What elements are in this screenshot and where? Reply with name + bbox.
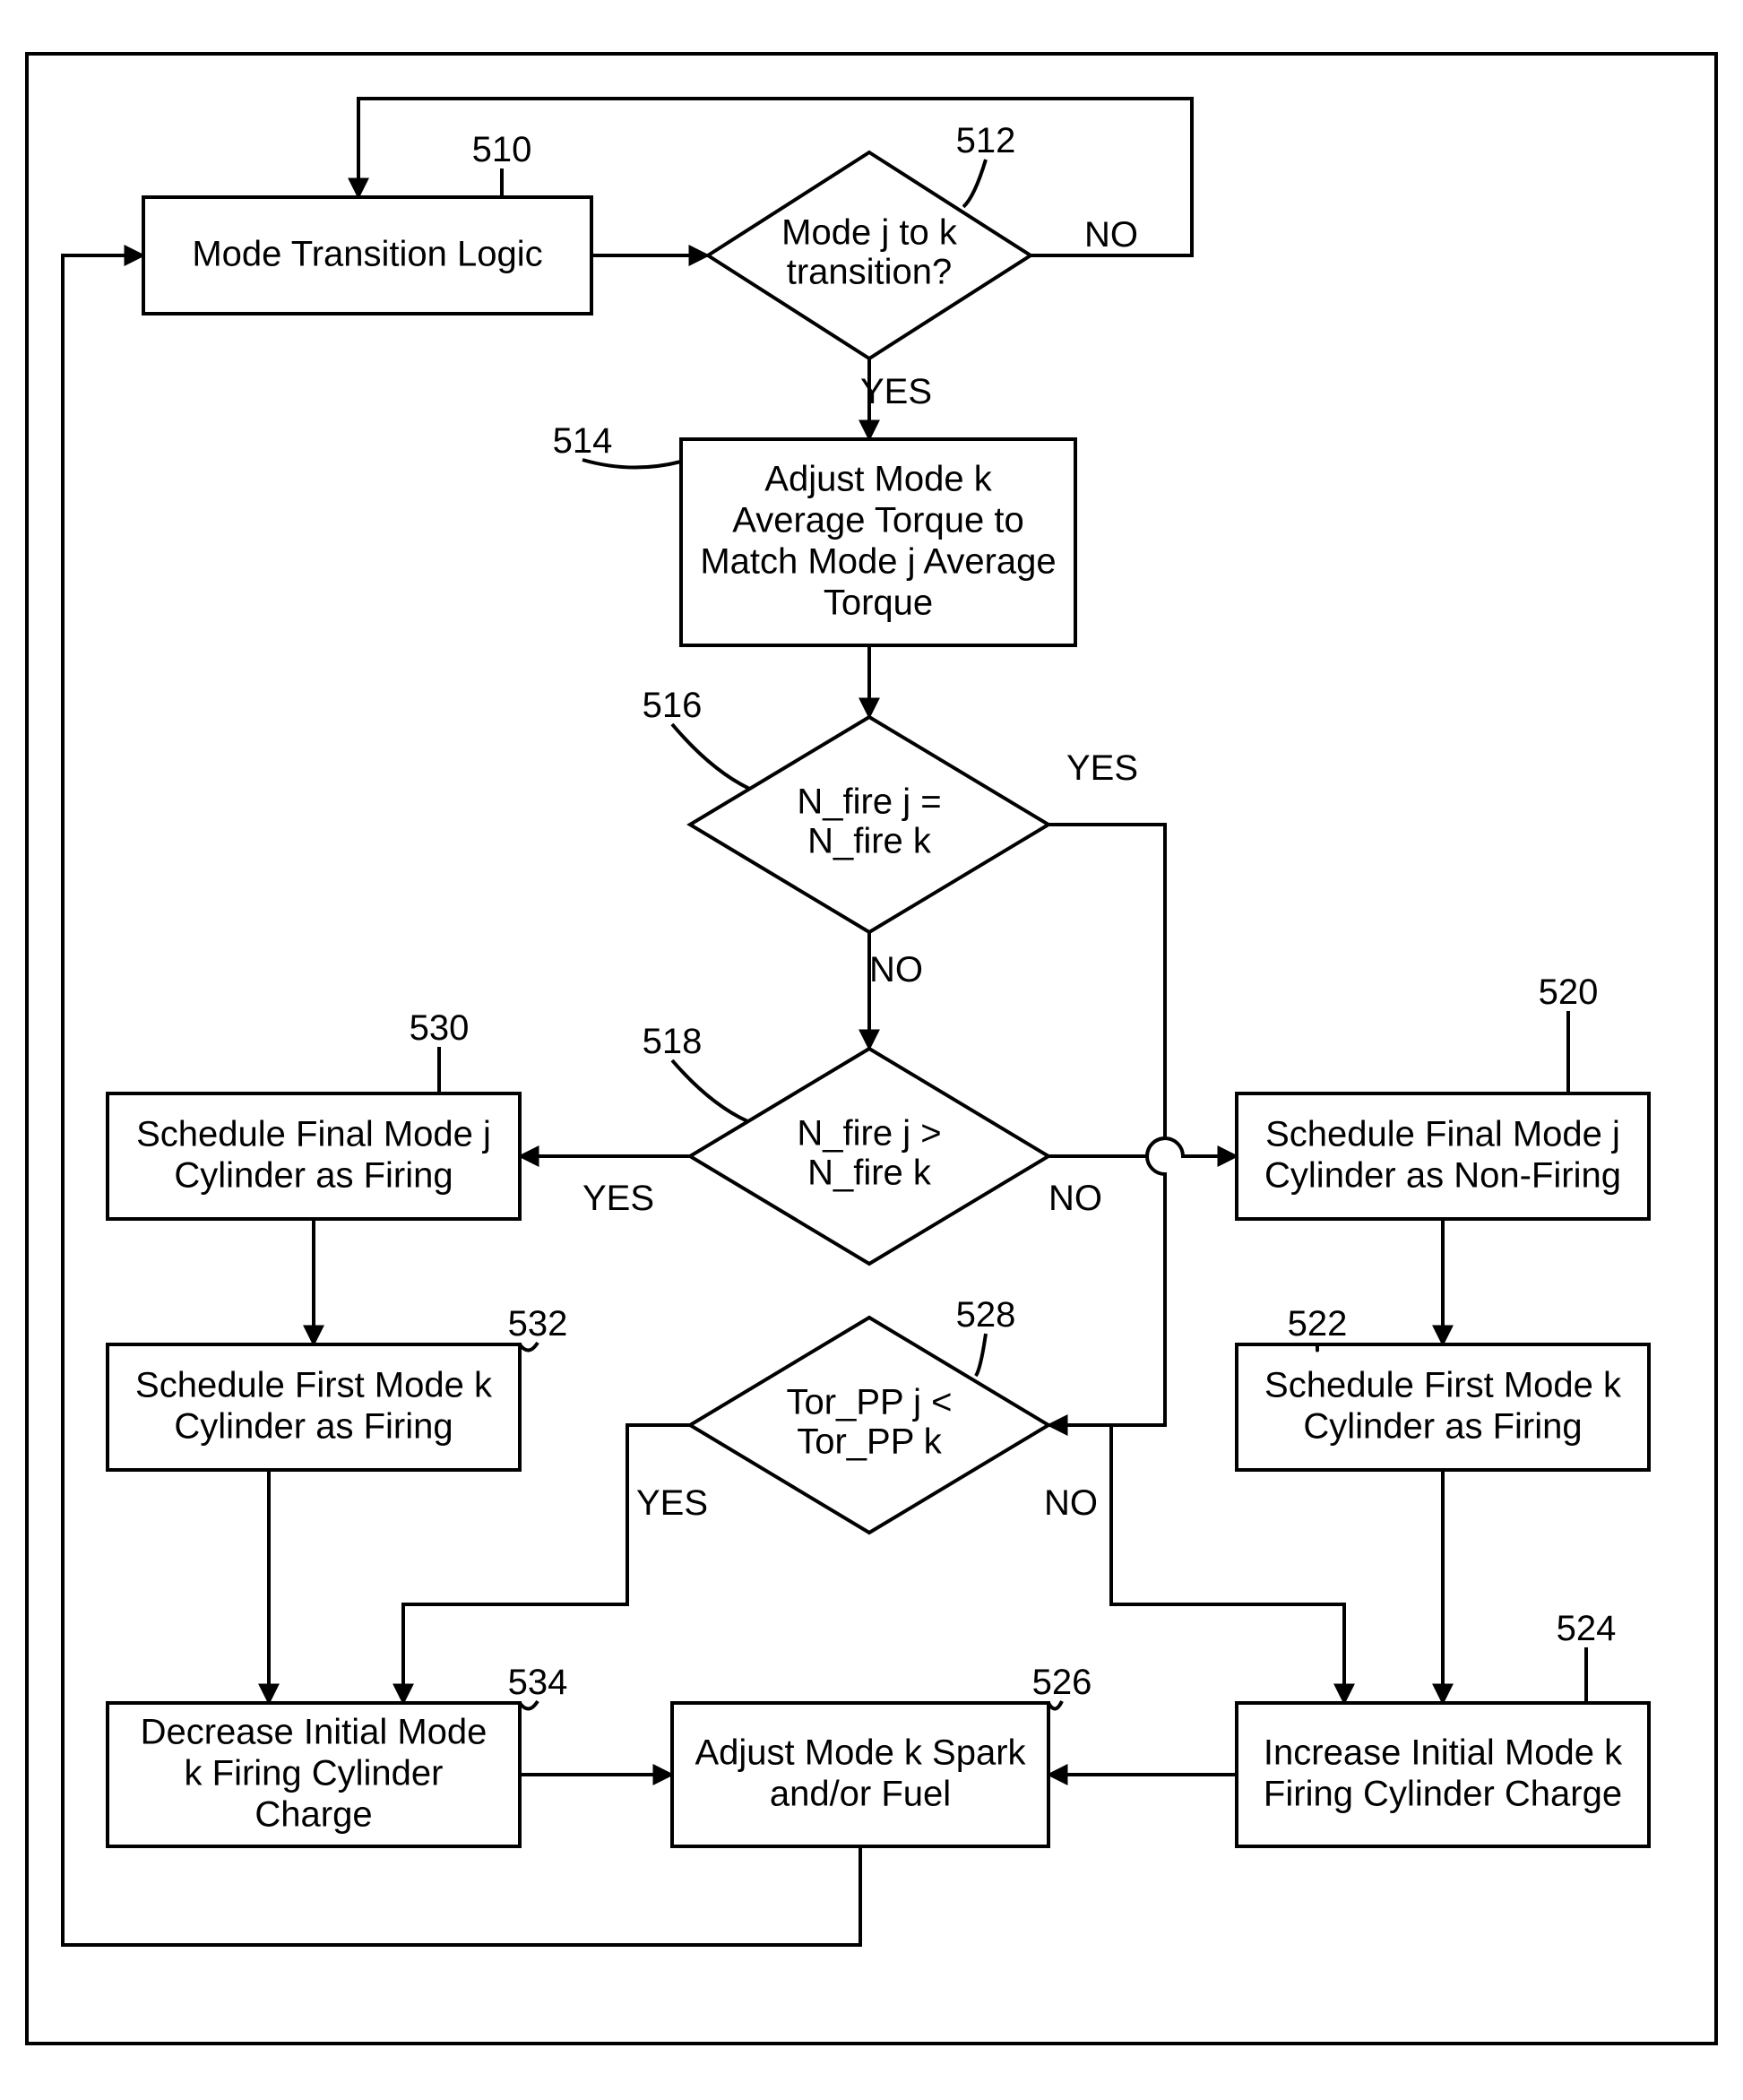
- node-text: N_fire j =: [797, 782, 941, 822]
- node-text: Average Torque to: [732, 501, 1023, 540]
- ref-label: 530: [410, 1008, 470, 1048]
- node-text: k Firing Cylinder: [185, 1754, 444, 1793]
- ref-label: 526: [1032, 1663, 1092, 1702]
- node-text: Schedule First Mode k: [1264, 1366, 1622, 1405]
- edge-label: NO: [1048, 1179, 1102, 1218]
- node-text: Mode j to k: [781, 213, 958, 253]
- ref-label: 514: [553, 421, 613, 461]
- node-text: Adjust Mode k: [764, 460, 992, 499]
- node-text: Cylinder as Firing: [1303, 1407, 1582, 1447]
- edge-label: YES: [1066, 748, 1138, 788]
- node-text: N_fire k: [807, 822, 932, 861]
- ref-label: 532: [508, 1304, 568, 1344]
- node-text: Decrease Initial Mode: [141, 1713, 488, 1752]
- node-text: Schedule Final Mode j: [136, 1115, 491, 1154]
- node-text: N_fire j >: [797, 1114, 941, 1154]
- node-text: Schedule First Mode k: [135, 1366, 493, 1405]
- ref-label: 524: [1557, 1609, 1617, 1648]
- edge-label: YES: [636, 1483, 708, 1523]
- node-text: transition?: [787, 253, 953, 292]
- ref-label: 520: [1539, 972, 1599, 1012]
- edge-label: YES: [860, 372, 932, 411]
- node-text: Cylinder as Non-Firing: [1264, 1156, 1621, 1196]
- ref-label: 510: [472, 130, 532, 169]
- node-text: Increase Initial Mode k: [1264, 1733, 1623, 1773]
- node-text: Tor_PP j <: [787, 1383, 953, 1422]
- node-text: Mode Transition Logic: [192, 235, 542, 274]
- node-text: Torque: [824, 583, 933, 623]
- edge-label: NO: [869, 950, 923, 990]
- node-text: Schedule Final Mode j: [1265, 1115, 1620, 1154]
- node-text: Tor_PP k: [797, 1422, 943, 1462]
- ref-label: 528: [956, 1295, 1016, 1335]
- node-text: Adjust Mode k Spark: [695, 1733, 1026, 1773]
- node-text: Cylinder as Firing: [174, 1156, 453, 1196]
- edge-label: NO: [1084, 215, 1138, 255]
- edge-label: NO: [1044, 1483, 1098, 1523]
- ref-label: 518: [643, 1022, 703, 1061]
- node-text: Match Mode j Average: [700, 542, 1056, 582]
- node-text: Cylinder as Firing: [174, 1407, 453, 1447]
- node-text: Firing Cylinder Charge: [1264, 1775, 1622, 1814]
- node-text: and/or Fuel: [770, 1775, 951, 1814]
- node-text: Charge: [255, 1795, 372, 1835]
- edge-label: YES: [582, 1179, 654, 1218]
- ref-label: 534: [508, 1663, 568, 1702]
- node-text: N_fire k: [807, 1154, 932, 1193]
- flowchart-diagram: NO YES YES NO YES NO YES NO Mode Transition Logi…: [0, 0, 1743, 2100]
- ref-label: 516: [643, 686, 703, 725]
- ref-label: 522: [1288, 1304, 1348, 1344]
- ref-label: 512: [956, 121, 1016, 160]
